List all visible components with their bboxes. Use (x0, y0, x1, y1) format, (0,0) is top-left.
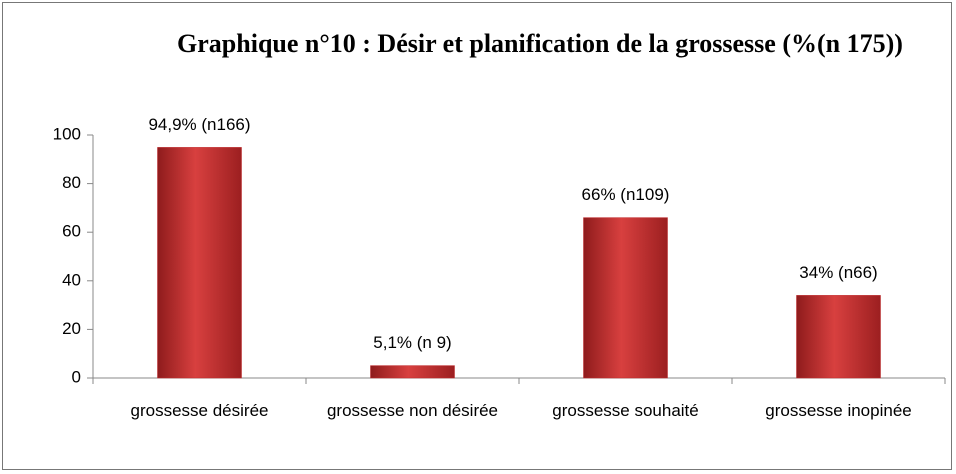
y-tick-label: 20 (62, 319, 81, 338)
bar (370, 365, 455, 379)
y-tick-label: 80 (62, 173, 81, 192)
data-label: 5,1% (n 9) (373, 333, 451, 352)
data-label: 34% (n66) (799, 263, 877, 282)
x-tick-label: grossesse inopinée (765, 401, 912, 420)
data-label: 94,9% (n166) (148, 115, 250, 134)
bar (583, 217, 668, 379)
bar (157, 147, 242, 379)
y-tick-label: 100 (53, 124, 81, 143)
x-tick-label: grossesse souhaité (552, 401, 699, 420)
x-tick-label: grossesse désirée (130, 401, 269, 420)
x-tick-label: grossesse non désirée (326, 401, 499, 420)
y-tick-label: 40 (62, 270, 81, 289)
y-tick-label: 0 (72, 367, 81, 386)
chart-title: Graphique n°10 : Désir et planification … (177, 29, 903, 58)
y-tick-label: 60 (62, 222, 81, 241)
bar (796, 295, 881, 379)
data-label: 66% (n109) (582, 185, 670, 204)
